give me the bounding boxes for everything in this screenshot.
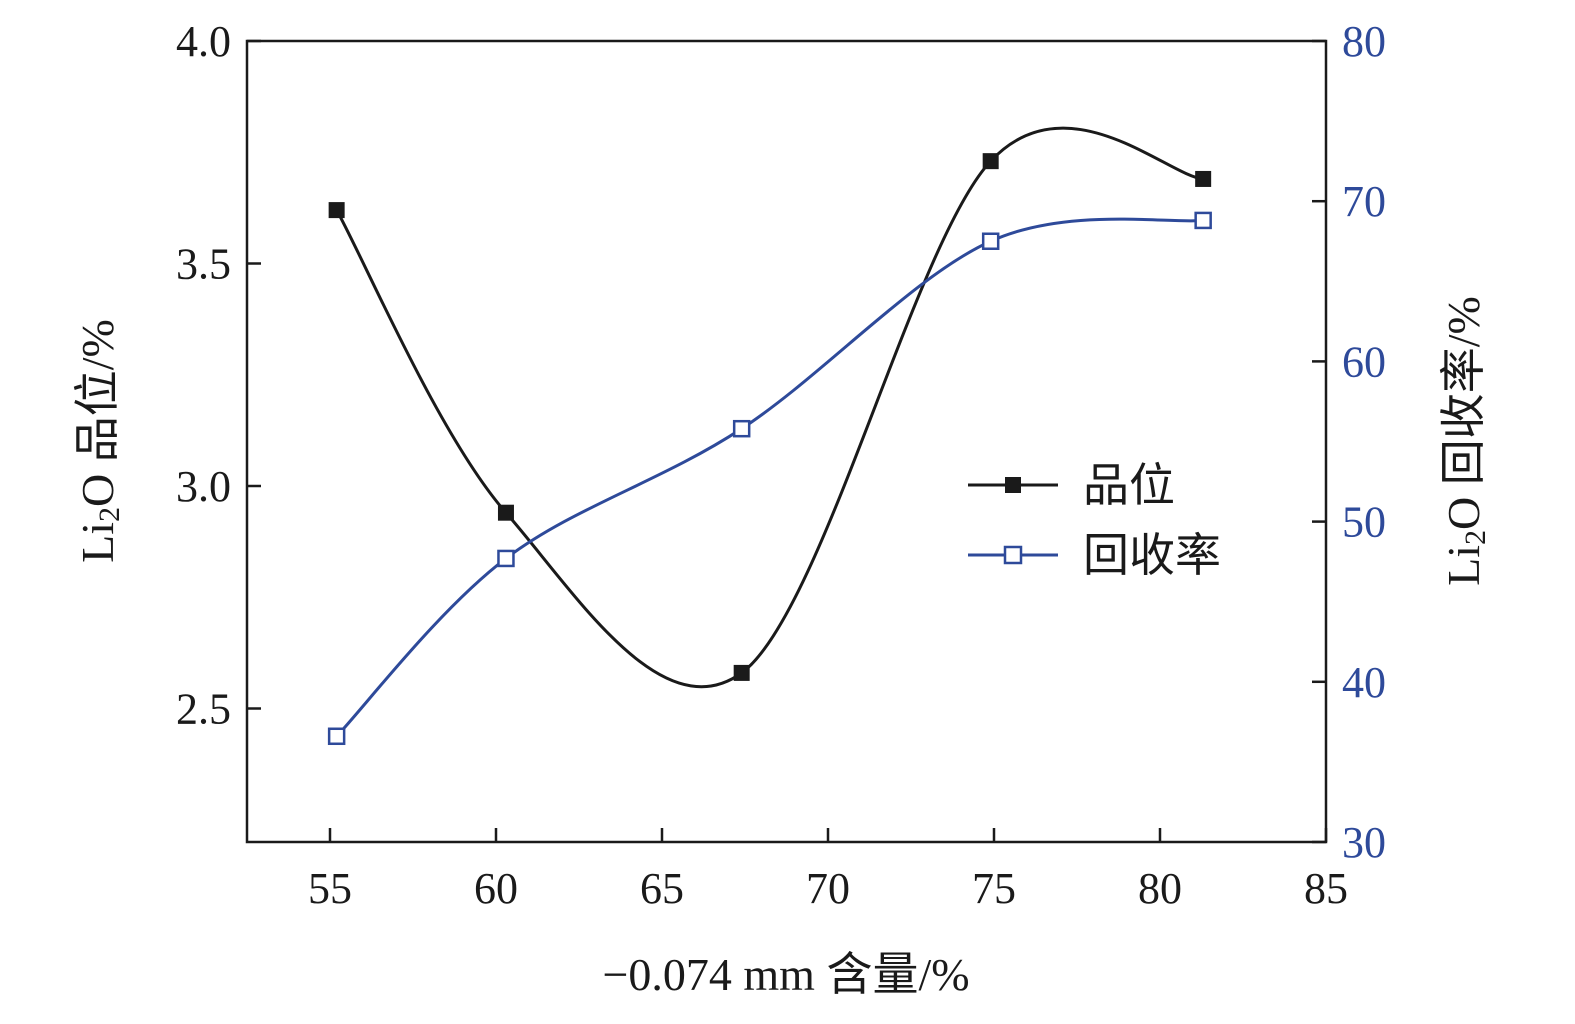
right-y-tick-label: 60 [1342,337,1386,386]
right-y-axis-ticks: 30 40 50 60 70 80 [1312,17,1386,867]
svg-text:Li2O 品位/%: Li2O 品位/% [72,319,126,563]
legend: 品位 回收率 [968,460,1221,581]
data-point-recovery [732,419,751,438]
left-y-axis-ticks: 2.5 3.0 3.5 4.0 [176,17,261,734]
x-tick-label: 70 [806,864,850,913]
left-y-tick-label: 4.0 [176,17,231,66]
x-axis-ticks: 55 60 65 70 75 80 85 [308,828,1348,913]
left-y-axis-title-main: Li [72,522,123,563]
x-tick-label: 80 [1138,864,1182,913]
right-y-axis-title: Li2O 回收率/% [1438,296,1492,586]
svg-text:Li2O 回收率/%: Li2O 回收率/% [1438,296,1492,586]
right-y-tick-label: 40 [1342,658,1386,707]
left-y-tick-label: 2.5 [176,685,231,734]
right-y-axis-title-subscript: 2 [1459,530,1492,545]
legend-recovery-label: 回收率 [1083,530,1221,581]
data-point-recovery [1194,211,1212,230]
data-point-grade [497,504,514,521]
x-axis-title: −0.074 mm 含量/% [602,949,969,1000]
left-y-axis-title-rest: O 品位/% [72,319,123,507]
left-y-axis-title-subscript: 2 [93,507,126,522]
data-point-recovery [327,727,346,746]
x-tick-label: 75 [972,864,1016,913]
right-y-axis-title-main: Li [1438,545,1489,586]
data-point-recovery [981,232,1000,250]
x-tick-label: 65 [640,864,684,913]
x-tick-label: 55 [308,864,352,913]
series-layer [327,126,1212,746]
data-point-recovery [497,549,515,568]
data-point-grade [1195,170,1212,187]
data-point-grade [733,664,750,681]
x-tick-label: 60 [474,864,518,913]
left-y-tick-label: 3.0 [176,462,231,511]
right-y-tick-label: 70 [1342,177,1386,226]
left-y-axis-title: Li2O 品位/% [72,319,126,563]
plot-frame [245,39,1328,844]
data-point-grade [328,202,345,219]
right-y-tick-label: 80 [1342,17,1386,66]
right-y-tick-label: 30 [1342,818,1386,867]
series-line-recovery [335,217,1204,738]
right-y-tick-label: 50 [1342,498,1386,547]
x-tick-label: 85 [1304,864,1348,913]
legend-recovery-marker [1003,545,1023,565]
left-y-tick-label: 3.5 [176,240,231,289]
legend-grade-label: 品位 [1083,460,1175,511]
right-y-axis-title-rest: O 回收率/% [1438,296,1489,530]
legend-grade-marker [1005,477,1021,493]
data-point-grade [982,153,999,170]
